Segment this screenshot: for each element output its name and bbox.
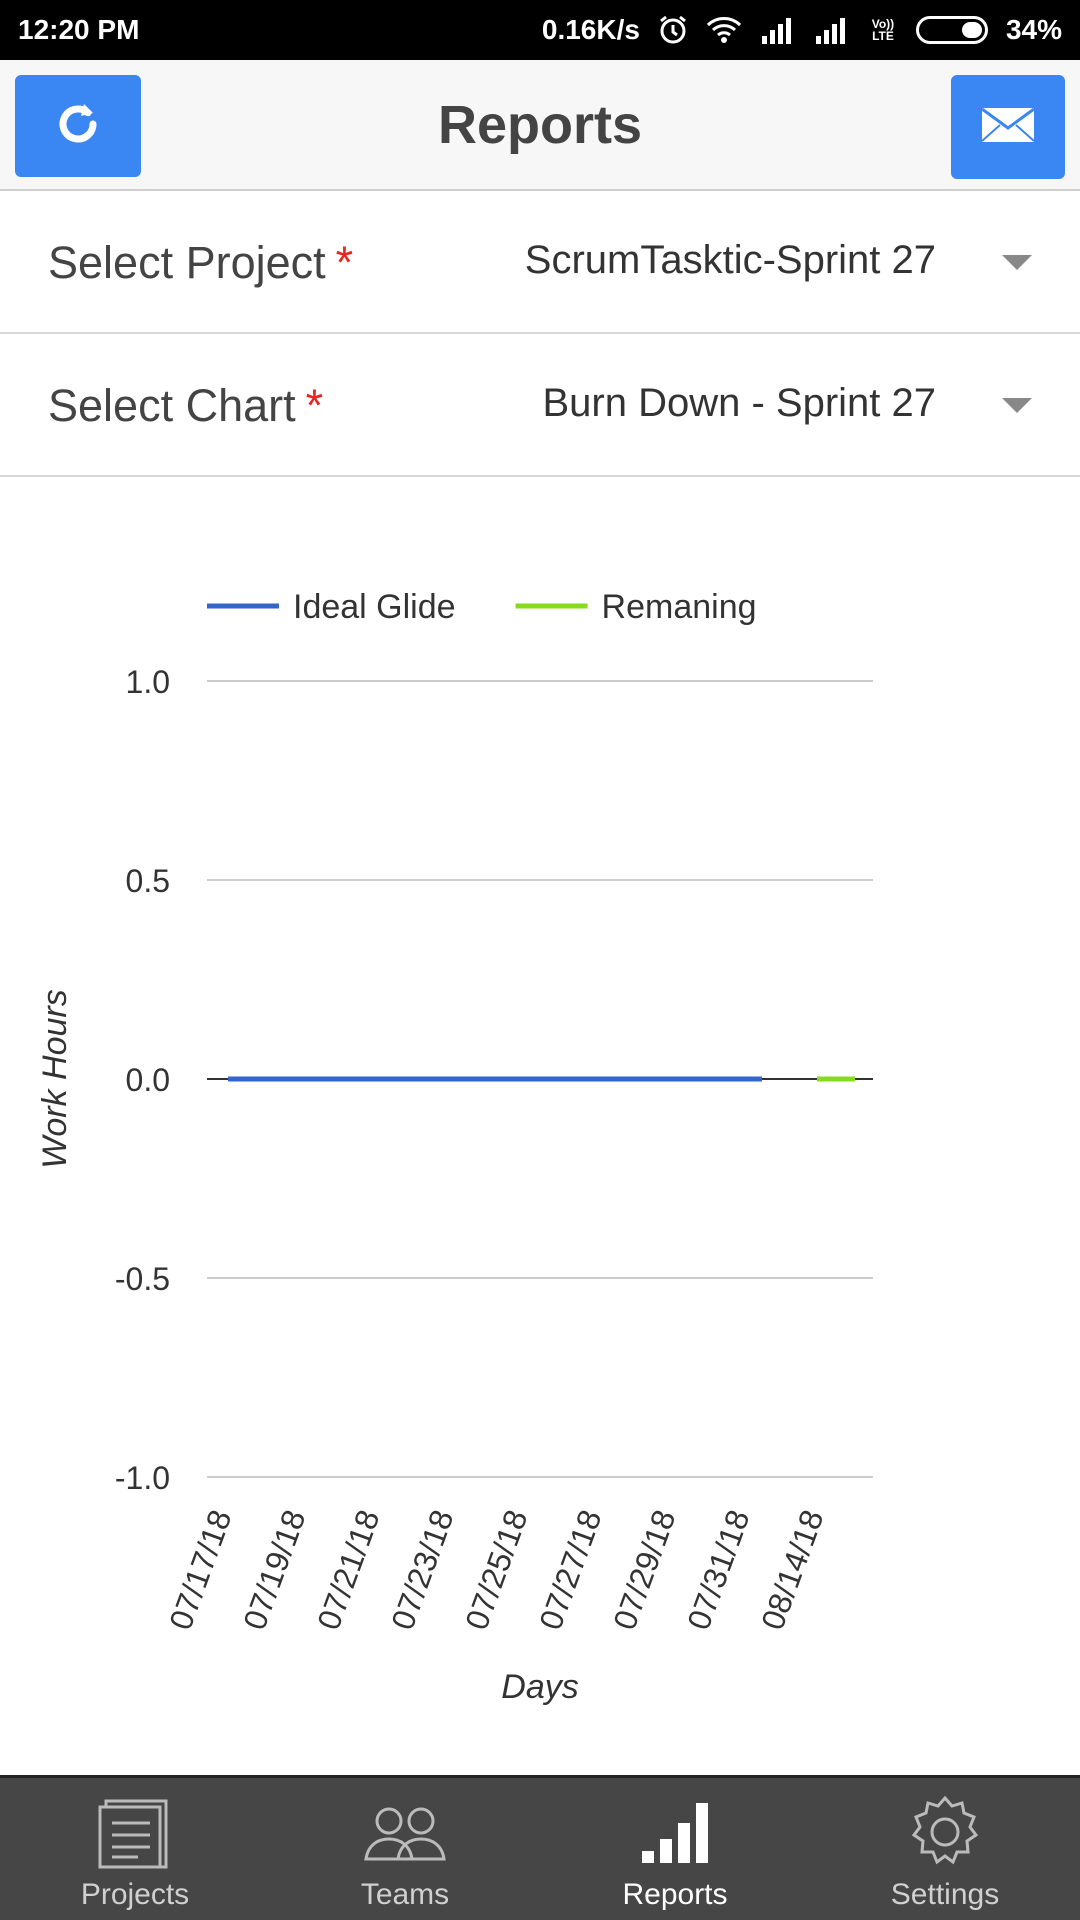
signal-icon-2 <box>814 16 850 44</box>
nav-label-projects: Projects <box>80 1878 190 1911</box>
nav-item-teams[interactable]: Teams <box>270 1778 540 1920</box>
burn-down-chart: Ideal Glide Remaning 1.0 0.5 0.0 -0.5 -1.0 07/1… <box>0 480 1080 1775</box>
chevron-down-icon <box>1002 398 1032 413</box>
settings-icon <box>907 1792 983 1872</box>
reports-icon <box>640 1792 710 1872</box>
wifi-icon <box>706 15 742 45</box>
refresh-button[interactable] <box>15 75 141 177</box>
chart-select-value: Burn Down - Sprint 27 <box>542 381 936 425</box>
volte-icon: Vo)) LTE <box>871 17 895 43</box>
nav-label-reports: Reports <box>622 1878 728 1911</box>
signal-icon <box>760 16 796 44</box>
project-select-value: ScrumTasktic-Sprint 27 <box>524 238 936 282</box>
x-tick-label: 07/29/18 <box>606 1505 682 1634</box>
teams-icon <box>362 1792 448 1872</box>
nav-item-settings[interactable]: Settings <box>810 1778 1080 1920</box>
battery-percent: 34% <box>1005 14 1062 45</box>
y-axis-title: Work Hours <box>36 989 74 1168</box>
y-tick-label: 0.0 <box>126 1062 170 1098</box>
x-tick-label: 07/21/18 <box>310 1505 386 1634</box>
legend-label-0: Ideal Glide <box>293 588 456 626</box>
required-mark: * <box>305 380 324 431</box>
nav-label-teams: Teams <box>360 1878 450 1911</box>
status-time: 12:20 PM <box>18 14 140 45</box>
nav-item-projects[interactable]: Projects <box>0 1778 270 1920</box>
status-icons: 0.16K/s Vo)) LTE 34% <box>542 14 1062 46</box>
app-header: Reports <box>0 60 1080 191</box>
chart-svg: Ideal Glide Remaning 1.0 0.5 0.0 -0.5 -1.0 07/1… <box>36 588 873 1706</box>
y-tick-label: 0.5 <box>126 863 170 899</box>
alarm-icon <box>658 15 688 45</box>
nav-item-reports[interactable]: Reports <box>540 1778 810 1920</box>
chart-select[interactable]: Select Chart * Burn Down - Sprint 27 <box>0 334 1080 477</box>
chart-select-label: Select Chart * <box>48 380 324 431</box>
y-tick-label: -1.0 <box>115 1460 170 1496</box>
mail-icon <box>981 107 1035 148</box>
x-tick-label: 07/19/18 <box>236 1505 312 1634</box>
nav-label-settings: Settings <box>890 1878 1000 1911</box>
status-bar: 12:20 PM 0.16K/s Vo)) LTE 34% <box>0 0 1080 60</box>
x-tick-label: 07/17/18 <box>162 1505 238 1634</box>
project-select-label: Select Project * <box>48 237 354 288</box>
bottom-nav: Projects Teams Reports Settings <box>0 1775 1080 1920</box>
required-mark: * <box>335 237 354 288</box>
y-tick-label: -0.5 <box>115 1261 170 1297</box>
refresh-icon <box>50 96 106 157</box>
x-tick-label: 07/23/18 <box>384 1505 460 1634</box>
email-report-button[interactable] <box>951 75 1065 179</box>
x-tick-label: 07/25/18 <box>458 1505 534 1634</box>
legend-label-1: Remaning <box>602 588 757 626</box>
project-select[interactable]: Select Project * ScrumTasktic-Sprint 27 <box>0 191 1080 334</box>
page-title: Reports <box>437 95 643 155</box>
network-speed: 0.16K/s <box>541 14 640 45</box>
x-tick-label: 08/14/18 <box>754 1505 830 1634</box>
x-tick-label: 07/31/18 <box>680 1505 756 1634</box>
x-axis-title: Days <box>501 1668 578 1706</box>
x-tick-label: 07/27/18 <box>532 1505 608 1634</box>
projects-icon <box>98 1792 172 1872</box>
y-tick-label: 1.0 <box>126 664 170 700</box>
chevron-down-icon <box>1002 255 1032 270</box>
battery-icon <box>915 16 988 44</box>
